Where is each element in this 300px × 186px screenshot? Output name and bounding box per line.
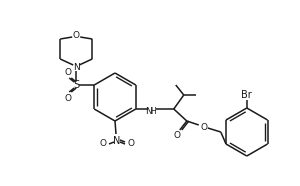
Text: O: O — [128, 140, 134, 148]
Text: N: N — [113, 136, 121, 146]
Text: O: O — [173, 131, 180, 140]
Text: O: O — [73, 31, 80, 39]
Text: S: S — [73, 80, 79, 90]
Text: O: O — [65, 68, 72, 76]
Text: N: N — [146, 107, 152, 116]
Text: Br: Br — [242, 90, 252, 100]
Text: O: O — [100, 140, 106, 148]
Text: O: O — [65, 94, 72, 102]
Text: N: N — [73, 62, 80, 71]
Text: O: O — [200, 124, 207, 132]
Text: H: H — [150, 107, 156, 116]
